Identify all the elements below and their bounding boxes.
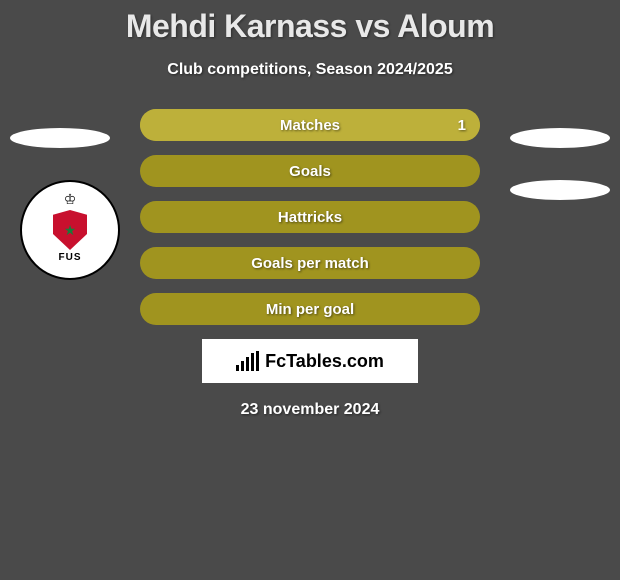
stat-label: Goals per match — [251, 255, 369, 272]
date-text: 23 november 2024 — [0, 401, 620, 419]
stat-pill: Min per goal — [140, 293, 480, 325]
crown-icon: ♔ — [64, 191, 77, 208]
stat-label: Min per goal — [266, 301, 354, 318]
brand-text: FcTables.com — [265, 351, 384, 372]
player-placeholder-left — [10, 128, 110, 148]
page-title: Mehdi Karnass vs Aloum — [0, 8, 620, 45]
page-subtitle: Club competitions, Season 2024/2025 — [0, 61, 620, 79]
brand-bar — [236, 365, 239, 371]
brand-chart-icon — [236, 351, 259, 371]
club-badge: ♔ ★ FUS — [20, 180, 120, 280]
infographic-container: Mehdi Karnass vs Aloum Club competitions… — [0, 0, 620, 419]
badge-shield: ★ — [53, 210, 87, 250]
stat-label: Hattricks — [278, 209, 342, 226]
brand-bar — [241, 361, 244, 371]
stat-pill: Goals — [140, 155, 480, 187]
stat-pill: Matches 1 — [140, 109, 480, 141]
star-icon: ★ — [64, 222, 77, 239]
brand-box: FcTables.com — [202, 339, 418, 383]
player-placeholder-right-2 — [510, 180, 610, 200]
brand-bar — [246, 357, 249, 371]
player-placeholder-right-1 — [510, 128, 610, 148]
badge-fus-text: FUS — [59, 252, 82, 263]
stat-label: Matches — [280, 117, 340, 134]
stat-label: Goals — [289, 163, 331, 180]
brand-bar — [251, 353, 254, 371]
badge-inner: ♔ ★ FUS — [24, 184, 116, 276]
brand-bar — [256, 351, 259, 371]
stat-pill: Hattricks — [140, 201, 480, 233]
stat-pill: Goals per match — [140, 247, 480, 279]
stat-value-right: 1 — [458, 117, 466, 134]
stats-list: Matches 1 Goals Hattricks Goals per match Min… — [140, 109, 480, 325]
